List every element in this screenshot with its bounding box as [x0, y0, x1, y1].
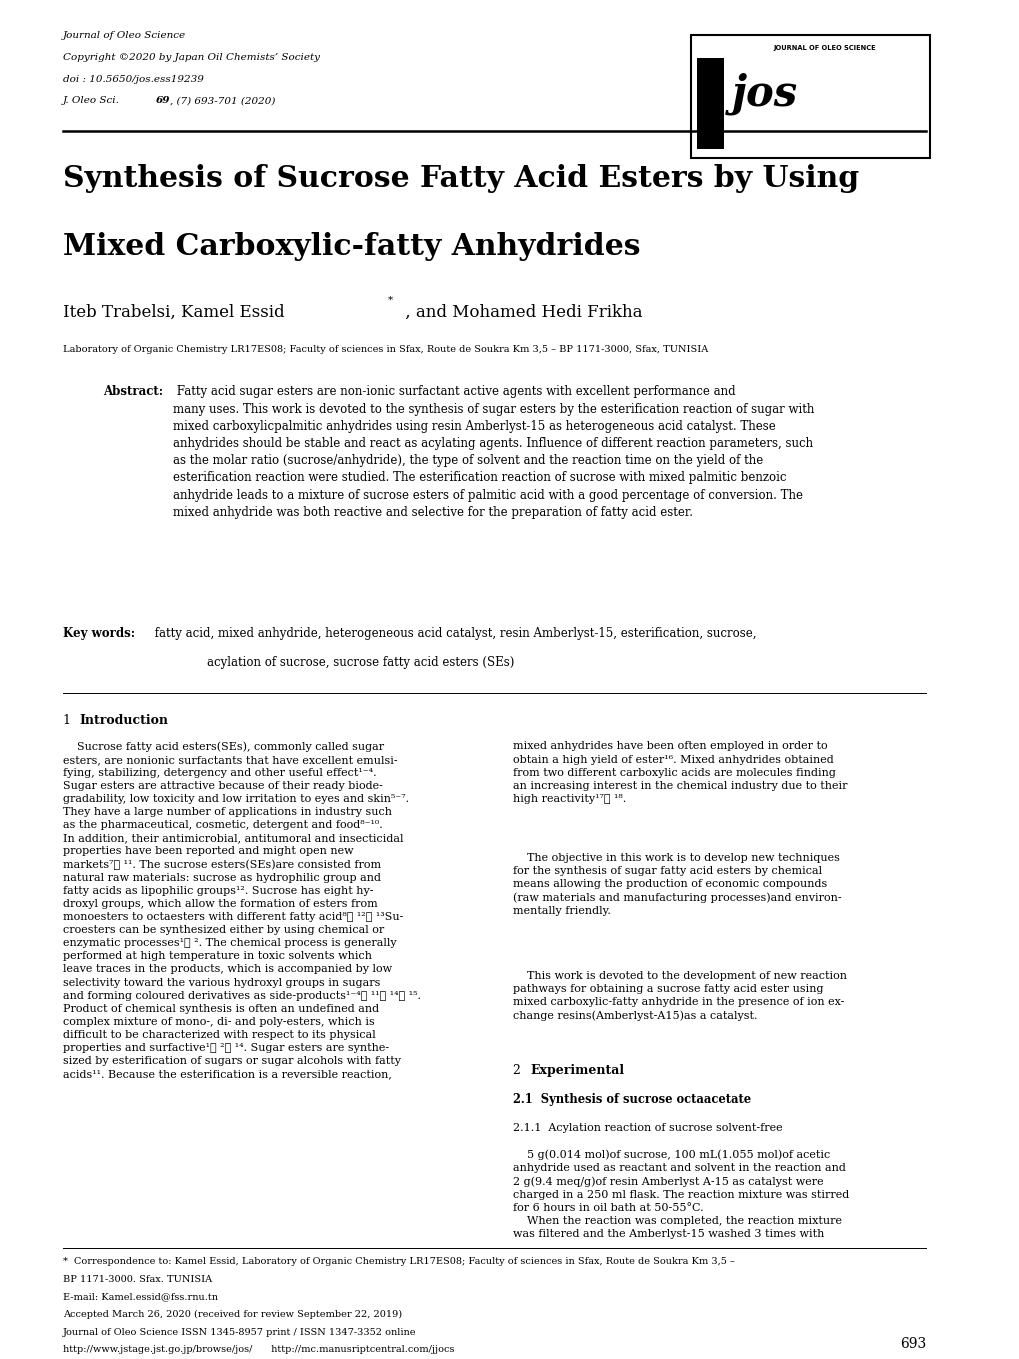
Text: Correspondence to: Kamel Essid, Laboratory of Organic Chemistry LR17ES08; Facult: Correspondence to: Kamel Essid, Laborato…: [74, 1257, 735, 1267]
Text: 693: 693: [899, 1337, 925, 1351]
Text: Journal of Oleo Science ISSN 1345-8957 print / ISSN 1347-3352 online: Journal of Oleo Science ISSN 1345-8957 p…: [62, 1328, 416, 1337]
Text: Introduction: Introduction: [79, 715, 169, 727]
Text: *: *: [387, 296, 392, 304]
Text: 5 g(0.014 mol)of sucrose, 100 mL(1.055 mol)of acetic
anhydride used as reactant : 5 g(0.014 mol)of sucrose, 100 mL(1.055 m…: [513, 1150, 848, 1239]
Text: 2.1  Synthesis of sucrose octaacetate: 2.1 Synthesis of sucrose octaacetate: [513, 1094, 750, 1106]
Text: http://www.jstage.jst.go.jp/browse/jos/      http://mc.manusriptcentral.com/jjoc: http://www.jstage.jst.go.jp/browse/jos/ …: [62, 1345, 453, 1355]
Text: Journal of Oleo Science: Journal of Oleo Science: [62, 31, 185, 41]
Text: 1: 1: [62, 715, 74, 727]
Text: Key words:: Key words:: [62, 628, 135, 640]
Text: jos: jos: [731, 73, 797, 116]
Text: JOURNAL OF OLEO SCIENCE: JOURNAL OF OLEO SCIENCE: [773, 45, 875, 50]
Text: doi : 10.5650/jos.ess19239: doi : 10.5650/jos.ess19239: [62, 75, 203, 84]
Text: Accepted March 26, 2020 (received for review September 22, 2019): Accepted March 26, 2020 (received for re…: [62, 1310, 401, 1320]
Text: 2.1.1  Acylation reaction of sucrose solvent-free: 2.1.1 Acylation reaction of sucrose solv…: [513, 1124, 782, 1133]
Text: mixed anhydrides have been often employed in order to
obtain a high yield of est: mixed anhydrides have been often employe…: [513, 742, 847, 803]
Text: *: *: [62, 1257, 67, 1267]
Text: 2: 2: [513, 1064, 524, 1076]
Text: Abstract:: Abstract:: [103, 386, 163, 398]
Text: 69: 69: [156, 96, 170, 106]
Text: Sucrose fatty acid esters(SEs), commonly called sugar
esters, are nonionic surfa: Sucrose fatty acid esters(SEs), commonly…: [62, 742, 420, 1079]
Text: This work is devoted to the development of new reaction
pathways for obtaining a: This work is devoted to the development …: [513, 972, 846, 1021]
Text: acylation of sucrose, sucrose fatty acid esters (SEs): acylation of sucrose, sucrose fatty acid…: [207, 656, 514, 669]
Bar: [696, 58, 723, 149]
Text: Synthesis of Sucrose Fatty Acid Esters by Using: Synthesis of Sucrose Fatty Acid Esters b…: [62, 164, 858, 193]
Text: Laboratory of Organic Chemistry LR17ES08; Faculty of sciences in Sfax, Route de : Laboratory of Organic Chemistry LR17ES08…: [62, 345, 707, 353]
Text: , and Mohamed Hedi Frikha: , and Mohamed Hedi Frikha: [399, 304, 642, 321]
Text: Fatty acid sugar esters are non-ionic surfactant active agents with excellent pe: Fatty acid sugar esters are non-ionic su…: [173, 386, 814, 519]
Text: E-mail: Kamel.essid@fss.rnu.tn: E-mail: Kamel.essid@fss.rnu.tn: [62, 1292, 217, 1302]
Text: Copyright ©2020 by Japan Oil Chemists’ Society: Copyright ©2020 by Japan Oil Chemists’ S…: [62, 53, 319, 63]
Text: The objective in this work is to develop new techniques
for the synthesis of sug: The objective in this work is to develop…: [513, 853, 841, 916]
Text: J. Oleo Sci.: J. Oleo Sci.: [62, 96, 122, 106]
Bar: [691, 35, 929, 158]
Text: Mixed Carboxylic-fatty Anhydrides: Mixed Carboxylic-fatty Anhydrides: [62, 232, 640, 261]
Text: Iteb Trabelsi, Kamel Essid: Iteb Trabelsi, Kamel Essid: [62, 304, 284, 321]
Text: fatty acid, mixed anhydride, heterogeneous acid catalyst, resin Amberlyst-15, es: fatty acid, mixed anhydride, heterogeneo…: [151, 628, 756, 640]
Text: Experimental: Experimental: [530, 1064, 624, 1076]
Text: , (7) 693-701 (2020): , (7) 693-701 (2020): [170, 96, 275, 106]
Text: BP 1171-3000. Sfax. TUNISIA: BP 1171-3000. Sfax. TUNISIA: [62, 1275, 212, 1284]
